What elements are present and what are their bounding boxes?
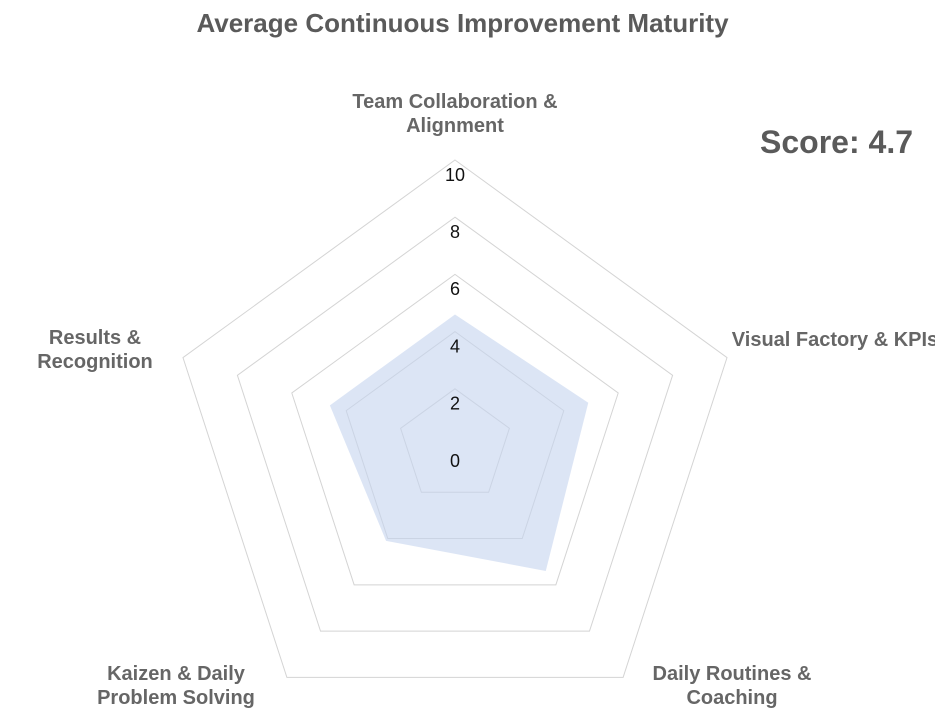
- chart-title: Average Continuous Improvement Maturity: [196, 8, 729, 38]
- category-label: Visual Factory & KPIs: [731, 329, 935, 351]
- grid-ring: [291, 273, 619, 586]
- y-tick-label: 6: [450, 279, 460, 299]
- y-tick-label: 0: [450, 451, 460, 471]
- y-tick-label: 10: [445, 165, 465, 185]
- category-label: Daily Routines & Coaching: [652, 663, 812, 709]
- grid-ring: [236, 216, 674, 632]
- category-label: Results & Recognition: [37, 327, 153, 373]
- y-tick-label: 8: [450, 222, 460, 242]
- category-label: Kaizen & Daily Problem Solving: [97, 663, 255, 709]
- category-label: Team Collaboration & Alignment: [352, 91, 558, 137]
- y-tick-label: 2: [450, 394, 460, 414]
- grid-ring: [182, 159, 728, 678]
- score-label: Score: 4.7: [760, 124, 913, 160]
- y-tick-label: 4: [450, 336, 460, 356]
- data-area: [329, 314, 589, 571]
